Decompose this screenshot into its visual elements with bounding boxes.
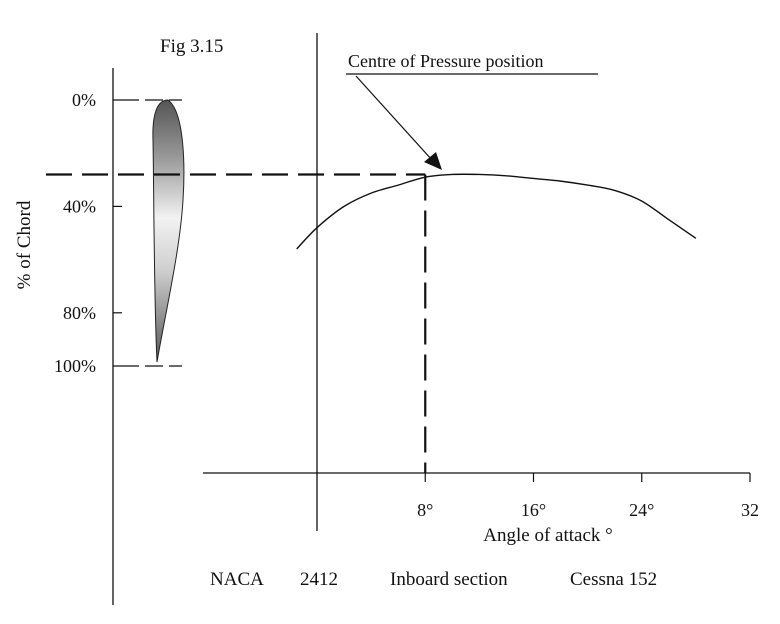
- x-ticks: 8° 16° 24° 32: [417, 473, 759, 520]
- footer-airfoil: NACA: [210, 569, 264, 590]
- series-group: [296, 173, 697, 250]
- cp-curve: [296, 173, 697, 250]
- annotation-label: Centre of Pressure position: [348, 51, 543, 71]
- y-tick-label: 40%: [63, 196, 96, 216]
- annotation-arrow-line: [355, 75, 433, 161]
- x-axis-label: Angle of attack °: [483, 525, 612, 546]
- annotation-arrowhead: [424, 152, 442, 170]
- y-axis-label: % of Chord: [14, 200, 35, 289]
- footer-aircraft: Cessna 152: [570, 569, 657, 590]
- y-tick-label: 100%: [54, 356, 96, 376]
- footer-section: Inboard section: [390, 569, 508, 590]
- airfoil-shape: [152, 99, 185, 363]
- figure-label: Fig 3.15: [160, 36, 223, 57]
- y-ticks: 0% 40% 80% 100%: [54, 90, 182, 376]
- x-tick-label: 32: [741, 500, 759, 520]
- x-tick-label: 16°: [521, 500, 546, 520]
- y-tick-label: 80%: [63, 303, 96, 323]
- y-tick-label: 0%: [72, 90, 96, 110]
- footer-number: 2412: [300, 569, 338, 590]
- guide-lines: [46, 173, 427, 473]
- x-tick-label: 8°: [417, 500, 433, 520]
- x-tick-label: 24°: [629, 500, 654, 520]
